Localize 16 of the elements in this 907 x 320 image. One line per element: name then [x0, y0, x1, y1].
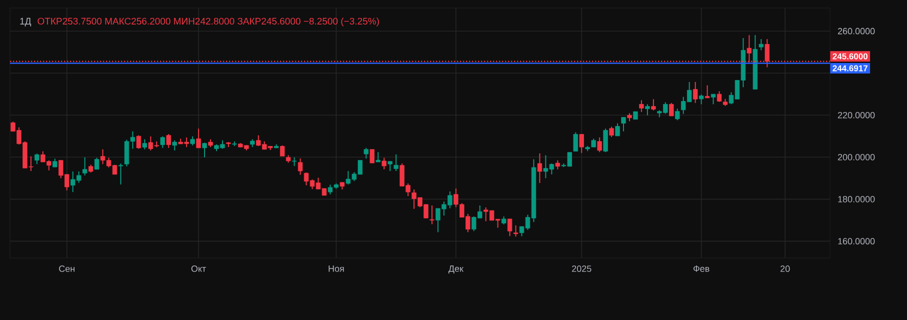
x-tick-label: 20	[780, 266, 790, 272]
x-tick-label: Дек	[448, 266, 464, 274]
x-tick-label: Ноя	[328, 266, 344, 272]
y-tick-label: 220.0000	[838, 112, 875, 118]
x-tick-label: Фев	[694, 266, 710, 272]
y-tick-label: 160.0000	[838, 238, 875, 244]
y-tick-label: 260.0000	[838, 28, 875, 34]
text: ОТКР253.7500 МАКС256.2000 МИН242.8000 ЗАКР245.6000 −8.2500 (−3.25%)	[38, 18, 379, 26]
text: 1Д	[20, 18, 32, 26]
ref-line-label: 244.6917	[832, 65, 868, 72]
y-tick-label: 200.0000	[838, 154, 875, 160]
x-tick-label: 2025	[572, 266, 592, 272]
x-tick-label: Сен	[59, 266, 74, 272]
ref-line-label: 245.6000	[832, 53, 868, 60]
y-tick-label: 180.0000	[838, 196, 875, 202]
x-tick-label: Окт	[191, 266, 206, 272]
